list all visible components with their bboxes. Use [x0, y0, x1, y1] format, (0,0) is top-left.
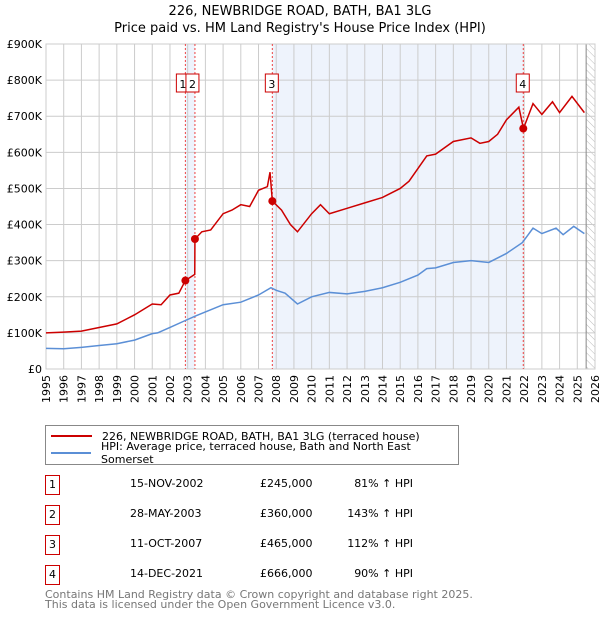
x-tick-label: 2022: [518, 375, 531, 403]
sale-hpi-change: 143% ↑ HPI: [347, 507, 413, 520]
x-tick-label: 2017: [430, 375, 443, 403]
x-tick-label: 2002: [164, 375, 177, 403]
y-tick-label: £100K: [7, 327, 43, 340]
x-tick-label: 2021: [500, 375, 513, 403]
sale-price: £245,000: [260, 477, 313, 490]
sale-hpi-change: 81% ↑ HPI: [354, 477, 413, 490]
plot-frame: [45, 43, 596, 370]
sale-row: 3 11-OCT-2007 £465,000 112% ↑ HPI: [45, 535, 445, 555]
chart-sale-label-box: [264, 73, 279, 93]
subtitle-line: Price paid vs. HM Land Registry's House …: [114, 21, 486, 36]
chart-sale-label: 2: [189, 78, 196, 91]
x-tick-label: 2018: [447, 375, 460, 403]
footer: Contains HM Land Registry data © Crown c…: [45, 588, 473, 611]
chart-title: 226, NEWBRIDGE ROAD, BATH, BA1 3LG Price…: [0, 3, 600, 37]
sale-date: 11-OCT-2007: [130, 537, 203, 550]
sale-date: 28-MAY-2003: [130, 507, 202, 520]
x-tick-label: 2013: [359, 375, 372, 403]
x-tick-label: 2019: [465, 375, 478, 403]
sale-marker-box: 2: [45, 505, 60, 525]
x-tick-label: 1997: [75, 375, 88, 403]
property-price-line: [45, 95, 585, 334]
x-tick-label: 1999: [111, 375, 124, 403]
chart-sale-label-box: [185, 73, 200, 93]
title-line: 226, NEWBRIDGE ROAD, BATH, BA1 3LG: [168, 4, 432, 19]
sale-marker-box: 1: [45, 475, 60, 495]
sale-row: 2 28-MAY-2003 £360,000 143% ↑ HPI: [45, 505, 445, 525]
x-tick-label: 2004: [199, 375, 212, 403]
y-tick-label: £500K: [7, 182, 43, 195]
legend-swatch-blue: [51, 452, 92, 454]
x-tick-label: 2007: [253, 375, 266, 403]
legend-label: HPI: Average price, terraced house, Bath…: [101, 440, 411, 466]
sale-point: [190, 235, 199, 243]
x-tick-label: 2008: [270, 375, 283, 403]
ownership-shade: [185, 44, 195, 369]
y-tick-label: £800K: [7, 74, 43, 87]
sale-date: 14-DEC-2021: [130, 567, 204, 580]
legend-swatch-red: [51, 435, 92, 437]
x-tick-label: 2006: [235, 375, 248, 403]
x-tick-label: 2014: [376, 375, 389, 403]
x-tick-label: 2010: [306, 375, 319, 403]
x-tick-label: 2024: [554, 375, 567, 403]
x-tick-label: 2000: [129, 375, 142, 403]
legend-item-property: 226, NEWBRIDGE ROAD, BATH, BA1 3LG (terr…: [51, 428, 420, 444]
x-tick-label: 2015: [394, 375, 407, 403]
sale-marker-box: 3: [45, 535, 60, 555]
chart-sale-label-box: [515, 73, 530, 93]
x-tick-label: 2003: [182, 375, 195, 403]
sale-price: £360,000: [260, 507, 313, 520]
sale-price: £465,000: [260, 537, 313, 550]
chart-sale-label: 4: [519, 78, 526, 91]
future-hatch: [586, 44, 595, 369]
x-tick-label: 2009: [288, 375, 301, 403]
legend: 226, NEWBRIDGE ROAD, BATH, BA1 3LG (terr…: [45, 425, 459, 466]
x-tick-label: 1995: [40, 375, 53, 403]
sale-price: £666,000: [260, 567, 313, 580]
legend-item-hpi: HPI: Average price, terraced house, Bath…: [51, 440, 458, 466]
sale-point: [519, 124, 528, 133]
copyright-text: Contains HM Land Registry data © Crown c…: [45, 588, 473, 601]
y-tick-label: £600K: [7, 146, 43, 159]
licence-text: This data is licensed under the Open Gov…: [45, 598, 396, 611]
price-chart: 1995 1996 1997 1998 1999 2000 2001 2002 2003 2004…: [7, 38, 600, 403]
y-tick-label: £0: [28, 363, 42, 376]
x-tick-label: 2023: [536, 375, 549, 403]
x-tick-label: 2025: [571, 375, 584, 403]
sale-marker-box: 4: [45, 565, 60, 585]
y-tick-label: £900K: [7, 38, 43, 51]
y-tick-label: £400K: [7, 219, 43, 232]
sale-row: 4 14-DEC-2021 £666,000 90% ↑ HPI: [45, 565, 445, 585]
y-tick-label: £200K: [7, 291, 43, 304]
x-tick-label: 2001: [146, 375, 159, 403]
y-tick-label: £300K: [7, 255, 43, 268]
chart-sale-label: 3: [268, 78, 275, 91]
x-tick-label: 2016: [412, 375, 425, 403]
x-tick-label: 2005: [217, 375, 230, 403]
sale-date: 15-NOV-2002: [130, 477, 204, 490]
x-tick-label: 1998: [93, 375, 106, 403]
sale-point: [181, 276, 190, 285]
hpi-line: [45, 225, 585, 350]
sale-row: 1 15-NOV-2002 £245,000 81% ↑ HPI: [45, 475, 445, 495]
x-tick-label: 1996: [58, 375, 71, 403]
sale-hpi-change: 90% ↑ HPI: [354, 567, 413, 580]
x-tick-label: 2012: [341, 375, 354, 403]
y-tick-label: £700K: [7, 110, 43, 123]
ownership-shade: [272, 44, 524, 369]
legend-label: 226, NEWBRIDGE ROAD, BATH, BA1 3LG (terr…: [102, 429, 420, 443]
sale-hpi-change: 112% ↑ HPI: [347, 537, 413, 550]
x-tick-label: 2011: [323, 375, 336, 403]
x-tick-label: 2026: [589, 375, 600, 403]
x-tick-label: 2020: [483, 375, 496, 403]
chart-sale-label: 1: [179, 78, 186, 91]
sale-point: [268, 197, 277, 206]
